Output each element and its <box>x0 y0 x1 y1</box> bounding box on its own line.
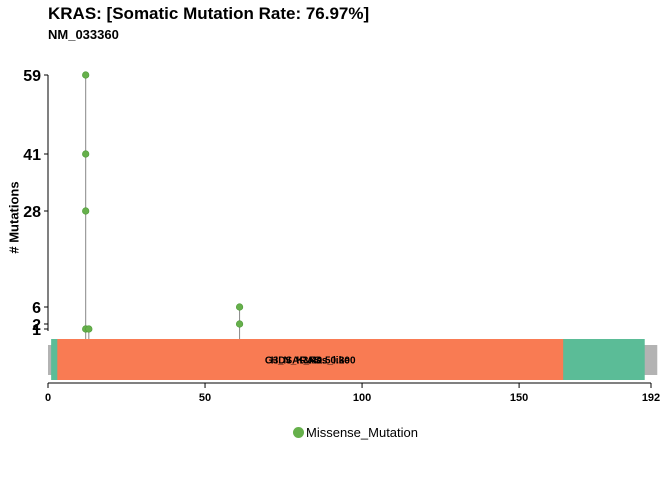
legend: Missense_Mutation <box>293 425 418 440</box>
y-tick-label: 28 <box>23 204 41 221</box>
x-tick-label: 100 <box>353 392 371 404</box>
legend-marker-missense <box>293 427 304 438</box>
domain-label: H_N_K_Ras_like <box>271 356 350 367</box>
mutation-point <box>85 325 93 333</box>
mutation-point <box>235 320 244 328</box>
mutation-point <box>235 303 244 311</box>
x-tick-label: 0 <box>45 392 51 404</box>
domain-g3dsa-3-40-50-300 <box>57 339 564 380</box>
y-tick-label: 41 <box>23 147 41 164</box>
domain-label: G3DSA:3.40.50.300 <box>265 356 356 367</box>
mutation-point <box>82 207 90 215</box>
domain-label: RAS <box>300 356 321 367</box>
chart-title: KRAS: [Somatic Mutation Rate: 76.97%] <box>48 4 370 23</box>
x-tick-label: 150 <box>510 392 528 404</box>
legend-label-missense: Missense_Mutation <box>306 425 418 440</box>
y-tick-label: 1 <box>32 322 41 339</box>
mutation-point <box>82 150 90 158</box>
y-tick-label: 6 <box>32 300 41 317</box>
y-axis-label: # Mutations <box>6 181 22 254</box>
x-tick-label: 50 <box>199 392 211 404</box>
chart-subtitle: NM_033360 <box>48 27 119 42</box>
y-tick-label: 59 <box>23 68 41 85</box>
x-tick-label: 192 <box>642 392 660 404</box>
y-tick-label: 2 <box>32 317 41 334</box>
mutation-point <box>82 71 90 79</box>
